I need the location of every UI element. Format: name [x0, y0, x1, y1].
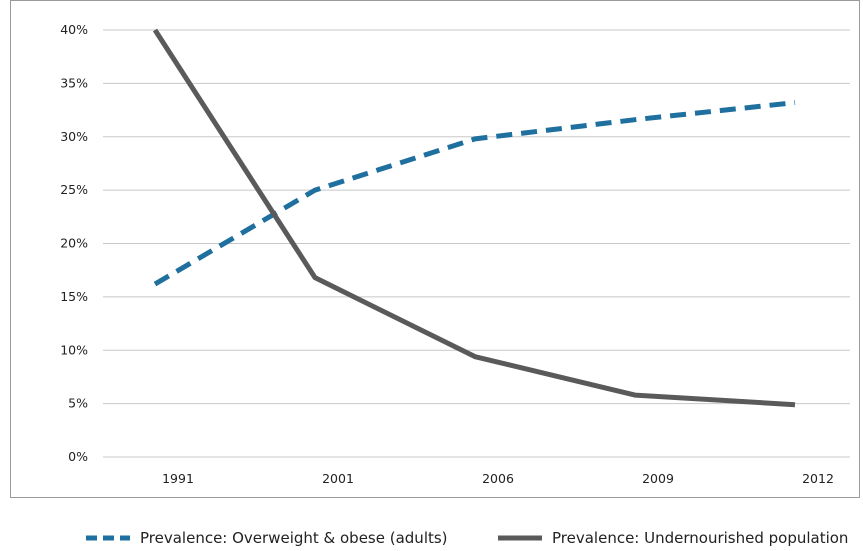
x-tick-label: 2001 [322, 471, 354, 486]
y-tick-label: 15% [60, 289, 88, 304]
y-tick-label: 30% [60, 129, 88, 144]
x-tick-label: 1991 [162, 471, 194, 486]
series-line-0 [153, 100, 796, 287]
legend-item-overweight: Prevalence: Overweight & obese (adults) [84, 525, 448, 551]
series-line-1 [152, 28, 796, 408]
x-tick-label: 2012 [802, 471, 834, 486]
legend-label-undernourished: Prevalence: Undernourished population [552, 529, 849, 547]
y-tick-label: 10% [60, 342, 88, 357]
y-tick-label: 25% [60, 182, 88, 197]
x-tick-label: 2006 [482, 471, 514, 486]
line-chart: 0% 5% 10% 15% 20% 25% 30% 35% 40% 1991 2001 2006 200… [60, 22, 850, 486]
y-tick-label: 35% [60, 75, 88, 90]
y-tick-label: 0% [68, 449, 88, 464]
y-tick-label: 20% [60, 236, 88, 251]
legend-swatch-dashed [86, 535, 130, 541]
y-tick-label: 5% [68, 396, 88, 411]
y-tick-label: 40% [60, 22, 88, 37]
legend-label-overweight: Prevalence: Overweight & obese (adults) [140, 529, 448, 547]
legend: Prevalence: Overweight & obese (adults) … [0, 525, 863, 551]
legend-swatch-solid [498, 535, 542, 541]
legend-item-undernourished: Prevalence: Undernourished population [496, 525, 848, 551]
x-tick-label: 2009 [642, 471, 674, 486]
